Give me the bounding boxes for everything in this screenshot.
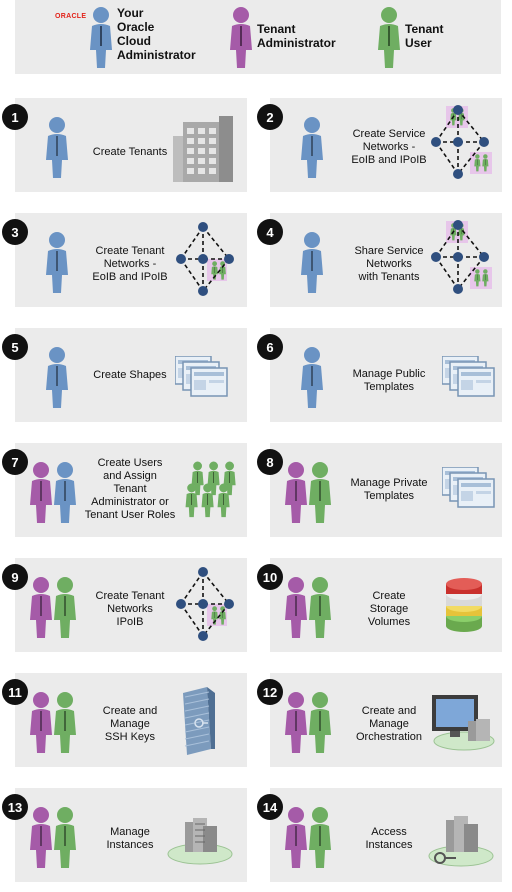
- templates-icon: [441, 355, 496, 409]
- step-number-badge: 9: [2, 564, 28, 590]
- actor-person-icons: [285, 807, 331, 868]
- actor-person-icons: [301, 117, 323, 178]
- storage-icon: [444, 578, 484, 637]
- role-label-tenant-administrator: Tenant Administrator: [257, 22, 336, 50]
- step-label: Create Users and Assign Tenant Administr…: [84, 457, 176, 521]
- actor-person-icons: [301, 232, 323, 293]
- step-label: Access Instances: [365, 826, 413, 851]
- step-card-12: 12 Create and Manage Orchestration: [257, 673, 502, 767]
- step-card-9: 9 Create Tenant Networks IPoIB: [2, 558, 247, 652]
- step-label: Create Tenant Networks IPoIB: [95, 590, 165, 628]
- server-cloud-icon: [165, 814, 235, 871]
- actor-person-icons: [301, 347, 323, 408]
- service-network-icon: [428, 219, 494, 302]
- step-label: Create Storage Volumes: [367, 590, 411, 628]
- server-key-icon: [426, 814, 496, 875]
- step-number-badge: 6: [257, 334, 283, 360]
- step-label: Manage Private Templates: [350, 477, 428, 502]
- actor-person-icons: [30, 577, 76, 638]
- actor-person-icons: [30, 807, 76, 868]
- actor-person-icons: [30, 692, 76, 753]
- actor-person-icons: [46, 347, 68, 408]
- step-card-6: 6 Manage Public Templates: [257, 328, 502, 422]
- step-label: Create and Manage Orchestration: [355, 705, 423, 743]
- tenant-user-person-icon: [378, 7, 400, 68]
- step-label: Manage Public Templates: [352, 368, 426, 393]
- step-card-11: 11 Create and Manage SSH Keys: [2, 673, 247, 767]
- step-label: Create Tenants: [92, 146, 168, 158]
- roles-legend: ORACLE Your Oracle Cloud Administrator T…: [15, 0, 501, 74]
- step-number-badge: 10: [257, 564, 283, 590]
- monitor-cloud-icon: [426, 691, 496, 758]
- step-label: Create Shapes: [93, 369, 167, 381]
- step-number-badge: 11: [2, 679, 28, 705]
- step-number-badge: 3: [2, 219, 28, 245]
- actor-person-icons: [285, 577, 331, 638]
- templates-icon: [441, 466, 496, 520]
- step-label: Create and Manage SSH Keys: [102, 705, 158, 743]
- role-label-administrator: Your Oracle Cloud Administrator: [117, 6, 196, 62]
- building-icon: [173, 116, 235, 189]
- step-card-2: 2 Create Service Networks - EoIB and IPo…: [257, 98, 502, 192]
- tenant-administrator-person-icon: [230, 7, 252, 68]
- step-number-badge: 13: [2, 794, 28, 820]
- step-number-badge: 5: [2, 334, 28, 360]
- step-card-14: 14 Access Instances: [257, 788, 502, 882]
- actor-person-icons: [285, 692, 331, 753]
- step-label: Create Service Networks - EoIB and IPoIB: [351, 128, 427, 166]
- step-number-badge: 1: [2, 104, 28, 130]
- step-card-10: 10 Create Storage Volumes: [257, 558, 502, 652]
- step-card-7: 7 Create Users and Assign Tenant Adminis…: [2, 443, 247, 537]
- key-tower-icon: [177, 687, 217, 760]
- step-card-3: 3 Create Tenant Networks - EoIB and IPoI…: [2, 213, 247, 307]
- service-network-icon: [428, 104, 494, 187]
- step-number-badge: 14: [257, 794, 283, 820]
- step-label: Create Tenant Networks - EoIB and IPoIB: [92, 245, 168, 283]
- step-card-1: 1 Create Tenants: [2, 98, 247, 192]
- step-card-5: 5 Create Shapes: [2, 328, 247, 422]
- templates-icon: [174, 355, 229, 409]
- user-group-icon: [185, 461, 241, 524]
- step-number-badge: 12: [257, 679, 283, 705]
- step-card-4: 4 Share Service Networks with Tenants: [257, 213, 502, 307]
- step-number-badge: 7: [2, 449, 28, 475]
- tenant-network-icon: [173, 566, 239, 649]
- step-label: Manage Instances: [106, 826, 154, 851]
- step-number-badge: 4: [257, 219, 283, 245]
- actor-person-icons: [46, 117, 68, 178]
- step-number-badge: 2: [257, 104, 283, 130]
- administrator-person-icon: [90, 7, 112, 68]
- step-number-badge: 8: [257, 449, 283, 475]
- step-label: Share Service Networks with Tenants: [354, 245, 424, 283]
- role-label-tenant-user: Tenant User: [405, 22, 444, 50]
- oracle-logo: ORACLE: [55, 13, 87, 20]
- actor-person-icons: [30, 462, 76, 523]
- tenant-network-icon: [173, 221, 239, 304]
- step-card-13: 13 Manage Instances: [2, 788, 247, 882]
- actor-person-icons: [285, 462, 331, 523]
- actor-person-icons: [46, 232, 68, 293]
- step-card-8: 8 Manage Private Templates: [257, 443, 502, 537]
